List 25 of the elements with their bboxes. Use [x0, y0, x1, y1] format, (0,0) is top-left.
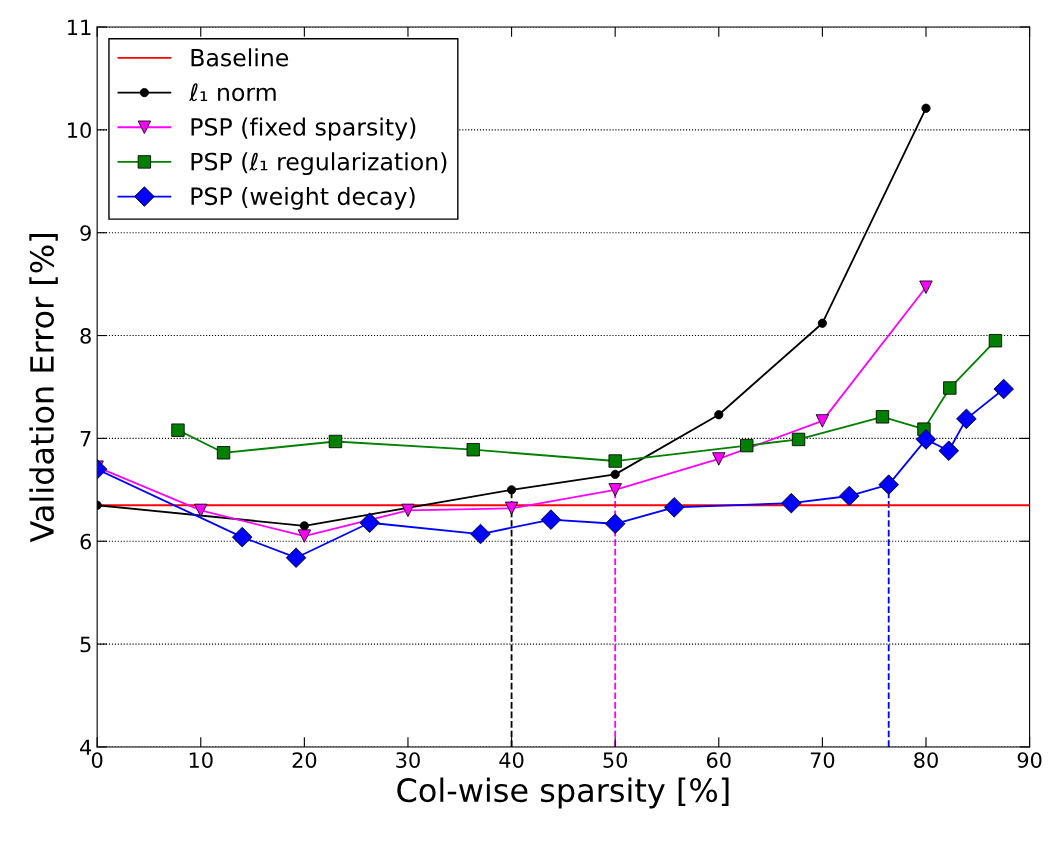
x-tick-label: 40: [499, 752, 524, 768]
y-tick-label: 5: [80, 636, 91, 653]
legend-label: ℓ₁ norm: [188, 83, 276, 102]
y-tick-label: 7: [80, 431, 91, 447]
y-axis-title: Validation Error [%]: [29, 234, 58, 543]
y-tick-label: 8: [80, 328, 91, 344]
x-tick-label: 80: [914, 752, 938, 768]
y-tick-label: 9: [80, 225, 91, 241]
x-axis-title: Col-wise sparsity [%]: [397, 777, 729, 809]
legend-label: Baseline: [191, 48, 289, 67]
x-tick-label: 30: [396, 752, 420, 768]
y-tick-label: 6: [80, 533, 91, 550]
y-tick-label: 11: [68, 19, 91, 35]
y-tick-label: 10: [68, 122, 91, 139]
x-tick-label: 70: [810, 752, 835, 768]
x-tick-label: 90: [1017, 752, 1042, 768]
x-tick-label: 20: [292, 752, 317, 768]
legend-label: PSP (weight decay): [191, 186, 415, 210]
x-tick-label: 10: [189, 752, 213, 768]
x-tick-label: 0: [91, 752, 103, 768]
legend-label: PSP (fixed sparsity): [191, 117, 416, 141]
x-tick-label: 60: [706, 752, 731, 768]
legend-label: PSP (ℓ₁ regularization): [191, 152, 447, 176]
x-tick-label: 50: [603, 752, 628, 768]
y-tick-label: 4: [80, 739, 92, 755]
